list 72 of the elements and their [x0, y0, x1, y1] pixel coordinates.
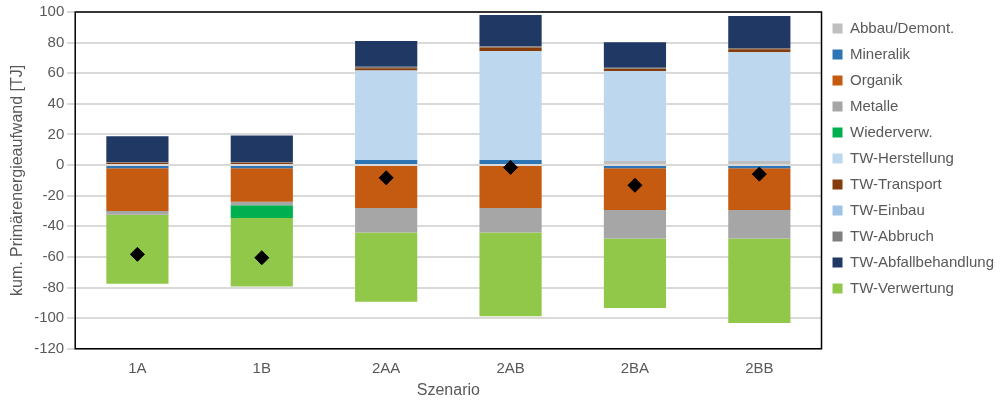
bar [728, 210, 791, 239]
y-tick-label: -60 [42, 247, 65, 265]
bar [106, 168, 169, 212]
x-tick-label: 1A [128, 358, 147, 376]
legend-label: Organik [850, 70, 904, 88]
bar [603, 166, 667, 169]
bar [603, 210, 667, 239]
bar [728, 52, 791, 162]
y-tick-label: -100 [34, 308, 65, 326]
x-tick-label: 2AB [496, 358, 525, 376]
legend-label: Metalle [850, 96, 899, 114]
x-tick-label: 2AA [372, 358, 401, 376]
point [129, 246, 145, 262]
legend-label: TW-Herstellung [850, 148, 954, 166]
bar [106, 211, 169, 215]
y-tick-label: 40 [47, 94, 65, 111]
bar [106, 214, 169, 284]
bar [728, 15, 791, 48]
y-tick-label: 80 [47, 32, 65, 50]
x-tick-label: 2BB [745, 358, 774, 376]
legend-label: TW-Transport [850, 174, 943, 192]
bar [230, 168, 293, 202]
legend-label: TW-Verwertung [850, 278, 954, 296]
bar [479, 51, 542, 161]
bar [603, 168, 667, 211]
legend-label: Wiederverw. [850, 122, 933, 140]
bar [479, 160, 542, 165]
legend-label: Abbau/Demont. [850, 18, 955, 36]
bar [728, 168, 791, 211]
y-tick-label: -40 [42, 216, 65, 234]
bar [479, 166, 542, 209]
y-tick-label: -80 [42, 277, 65, 295]
point [378, 170, 394, 186]
point [503, 159, 519, 175]
bar [355, 166, 418, 209]
y-tick-label: 0 [55, 155, 65, 173]
legend-label: TW-Abbruch [850, 226, 934, 244]
bar [355, 40, 418, 67]
legend-label: Mineralik [850, 44, 911, 62]
y-tick-label: -120 [34, 338, 65, 356]
bar [230, 135, 293, 163]
bar [728, 238, 791, 323]
x-axis-title: Szenario [416, 380, 481, 398]
bar [230, 217, 293, 287]
bar [230, 166, 293, 169]
y-tick-label: -20 [42, 185, 65, 203]
bar [728, 161, 791, 165]
y-axis-title: kum. Primärenergieaufwand [TJ] [8, 64, 26, 296]
bar [603, 238, 667, 309]
y-tick-label: 20 [47, 124, 65, 142]
bar [479, 15, 542, 47]
bar [355, 70, 418, 161]
bar [106, 136, 169, 163]
bar [479, 208, 542, 233]
x-tick-label: 1B [252, 358, 271, 376]
bar [728, 166, 791, 169]
bar [355, 232, 418, 302]
y-tick-label: 100 [39, 2, 65, 20]
legend-label: TW-Einbau [850, 200, 925, 218]
bar [479, 232, 542, 317]
point [751, 166, 767, 182]
legend-label: TW-Abfallbehandlung [850, 252, 994, 270]
bar [355, 208, 418, 233]
bar [603, 71, 667, 162]
bar [106, 166, 169, 169]
point [254, 250, 270, 266]
bar [603, 161, 667, 165]
bar [230, 205, 293, 218]
bar [603, 42, 667, 68]
bar [355, 160, 418, 165]
y-tick-label: 60 [47, 63, 65, 81]
x-tick-label: 2BA [620, 358, 650, 376]
